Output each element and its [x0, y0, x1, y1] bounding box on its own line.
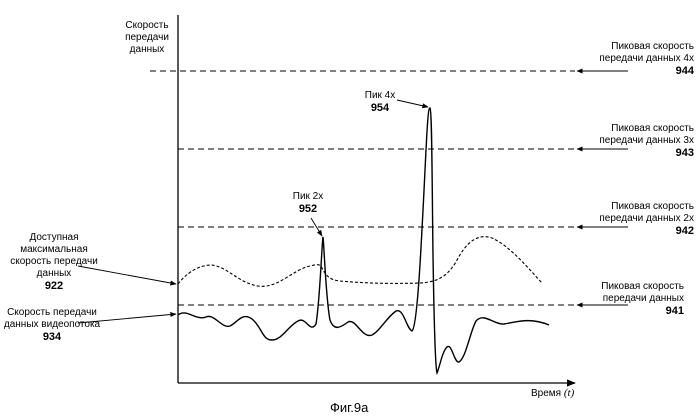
- peak-label-952: Пик 2x 952: [288, 191, 328, 215]
- curve-label-934: Скорость передачи данных видеопотока 934: [0, 307, 104, 343]
- y-axis-label-line: передачи: [120, 32, 174, 44]
- ref-934: 934: [0, 331, 104, 343]
- level-label-941: Пиковая скорость передачи данных 941: [568, 281, 684, 317]
- ref-942: 942: [568, 225, 694, 237]
- ref-952: 952: [288, 203, 328, 215]
- ref-944: 944: [568, 65, 694, 77]
- x-axis-symbol: (t): [564, 387, 574, 399]
- curve-label-922: Доступная максимальная скорость передачи…: [2, 232, 106, 292]
- level-label-944: Пиковая скорость передачи данных 4x 944: [568, 41, 694, 77]
- figure-caption: Фиг.9а: [330, 400, 368, 415]
- ref-922: 922: [2, 280, 106, 292]
- leader-954: [397, 100, 428, 107]
- y-axis-label-line: данных: [120, 44, 174, 56]
- available-rate-curve: [178, 237, 542, 287]
- video-stream-curve: [178, 108, 549, 373]
- y-axis-label-line: Скорость: [120, 20, 174, 32]
- level-label-942: Пиковая скорость передачи данных 2x 942: [568, 201, 694, 237]
- x-axis-label: Время (t): [531, 387, 574, 400]
- y-axis-label: Скорость передачи данных: [120, 20, 174, 56]
- level-label-943: Пиковая скорость передачи данных 3x 943: [568, 123, 694, 159]
- ref-943: 943: [568, 147, 694, 159]
- peak-label-954: Пик 4x 954: [360, 90, 400, 114]
- ref-954: 954: [360, 102, 400, 114]
- ref-941: 941: [568, 305, 684, 317]
